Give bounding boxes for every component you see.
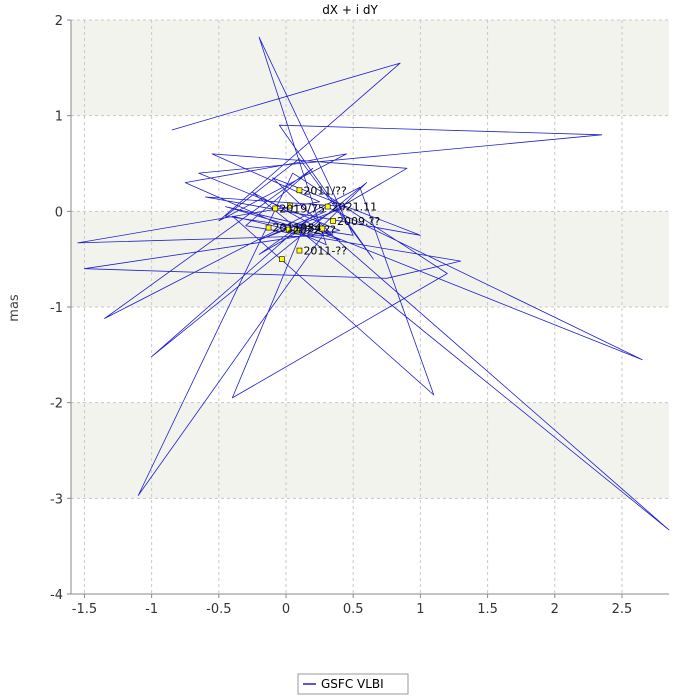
y-axis-title: mas — [7, 294, 22, 322]
x-tick-label: 0.5 — [343, 602, 364, 617]
highlight-marker — [285, 226, 292, 233]
highlight-marker — [324, 203, 331, 210]
highlight-marker — [287, 202, 293, 209]
x-tick-label: -0.5 — [206, 602, 231, 617]
plot-band — [71, 115, 669, 212]
y-tick-label: 1 — [55, 110, 63, 125]
x-tick-label: 2.5 — [612, 602, 633, 617]
x-tick-label: 2 — [551, 602, 559, 617]
highlight-marker — [319, 225, 326, 232]
x-tick-label: 1.5 — [477, 602, 498, 617]
legend-label: GSFC VLBI — [321, 677, 384, 691]
point-annotation: 2021.11 — [332, 201, 378, 214]
y-tick-label: -4 — [50, 588, 63, 603]
point-annotation: 2022.?? — [293, 224, 336, 237]
point-annotation: 2009.?? — [337, 215, 380, 228]
chart-title: dX + i dY — [322, 3, 378, 17]
legend-box — [297, 673, 409, 695]
highlight-marker — [296, 187, 303, 194]
plot-band — [71, 402, 669, 499]
point-annotation: 2011-?? — [303, 245, 347, 258]
y-tick-label: 0 — [55, 205, 63, 220]
y-tick-label: -1 — [50, 301, 63, 316]
y-tick-label: 2 — [55, 14, 63, 29]
x-tick-label: -1.5 — [72, 602, 97, 617]
x-tick-label: 0 — [282, 602, 290, 617]
highlight-marker — [296, 247, 303, 254]
highlight-marker — [293, 227, 300, 234]
y-tick-label: -2 — [50, 397, 63, 412]
highlight-marker — [265, 224, 272, 231]
y-tick-label: -3 — [50, 492, 63, 507]
x-tick-label: 1 — [416, 602, 424, 617]
point-annotation: 2011/?? — [303, 184, 347, 197]
plot-band — [71, 498, 669, 594]
series-group — [77, 36, 670, 531]
point-annotation: 2019/75 — [279, 202, 325, 215]
series-line — [77, 36, 670, 531]
highlight-marker — [279, 256, 285, 262]
point-annotation: 2011984 — [273, 222, 322, 235]
plot-bands — [71, 20, 669, 594]
highlight-marker — [272, 205, 279, 212]
plot-band — [71, 20, 669, 116]
highlight-marker — [330, 218, 336, 224]
highlight-markers — [265, 187, 336, 262]
tick-marks: -1.5 -1 -0.5 0 0.5 1 1.5 2 2.5 2 1 0 -1 -2 -3 -4 — [50, 14, 632, 617]
plot-band — [71, 307, 669, 403]
legend: GSFC VLBI — [297, 673, 409, 695]
x-tick-label: -1 — [145, 602, 158, 617]
